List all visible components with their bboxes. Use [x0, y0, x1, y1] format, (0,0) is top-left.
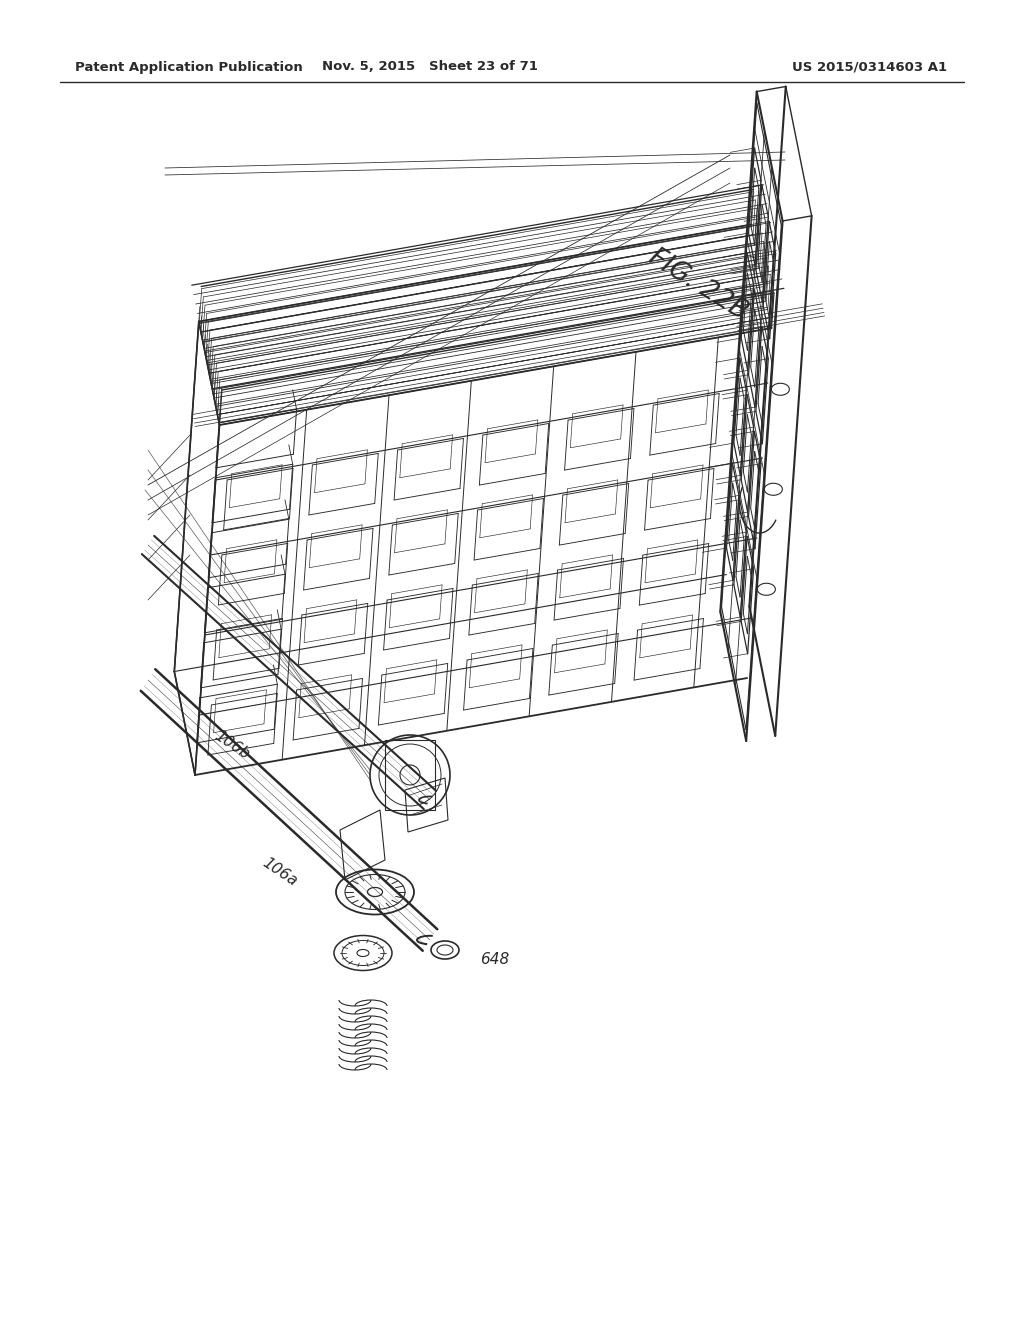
Text: 106b: 106b	[212, 727, 252, 762]
Text: Patent Application Publication: Patent Application Publication	[75, 61, 303, 74]
Text: 648: 648	[480, 953, 510, 968]
Text: 106a: 106a	[260, 855, 300, 888]
Text: US 2015/0314603 A1: US 2015/0314603 A1	[793, 61, 947, 74]
Text: FIG. 22B: FIG. 22B	[644, 244, 753, 326]
Text: Nov. 5, 2015   Sheet 23 of 71: Nov. 5, 2015 Sheet 23 of 71	[323, 61, 538, 74]
